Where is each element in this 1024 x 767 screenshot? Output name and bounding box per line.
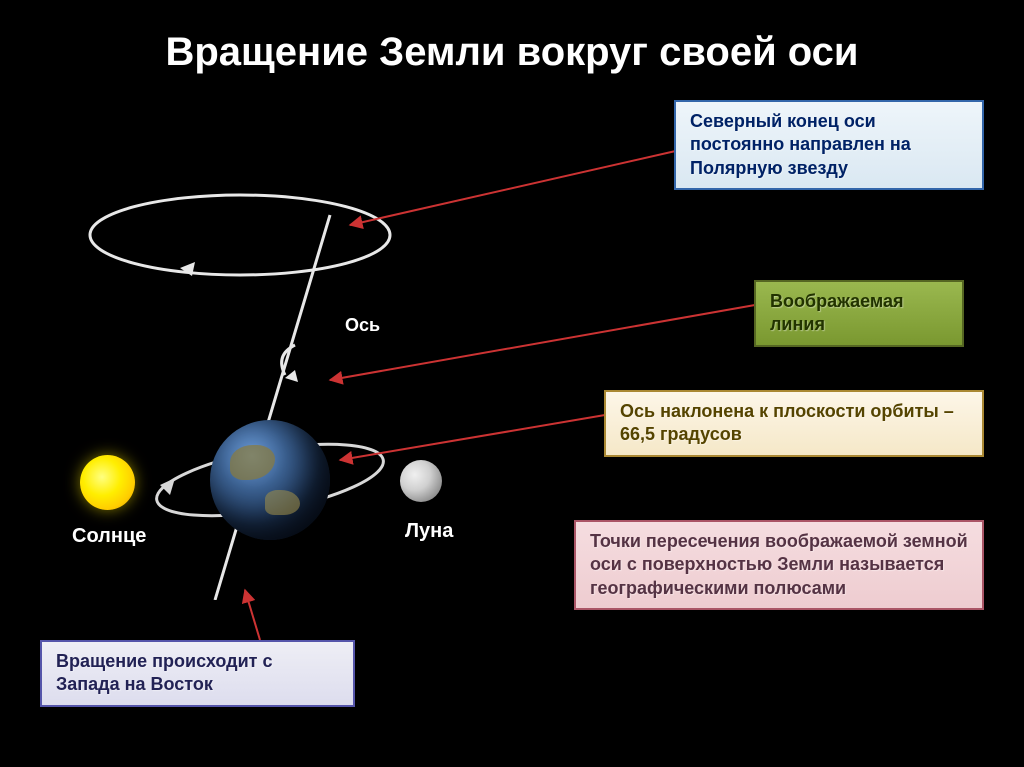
earth-rotation-diagram: Солнце Луна Ось <box>40 180 540 600</box>
callout-geographic-poles: Точки пересечения воображаемой земной ос… <box>574 520 984 610</box>
sun-body <box>80 455 135 510</box>
axis-label: Ось <box>345 315 380 336</box>
moon-body <box>400 460 442 502</box>
callout-imaginary-line: Воображаемая линия <box>754 280 964 347</box>
callout-north-axis: Северный конец оси постоянно направлен н… <box>674 100 984 190</box>
sun-label: Солнце <box>72 525 146 548</box>
slide-title: Вращение Земли вокруг своей оси <box>0 0 1024 75</box>
callout-axis-tilt: Ось наклонена к плоскости орбиты – 66,5 … <box>604 390 984 457</box>
earth-body <box>210 420 330 540</box>
moon-label: Луна <box>405 520 453 543</box>
callout-rotation-direction: Вращение происходит с Запада на Восток <box>40 640 355 707</box>
